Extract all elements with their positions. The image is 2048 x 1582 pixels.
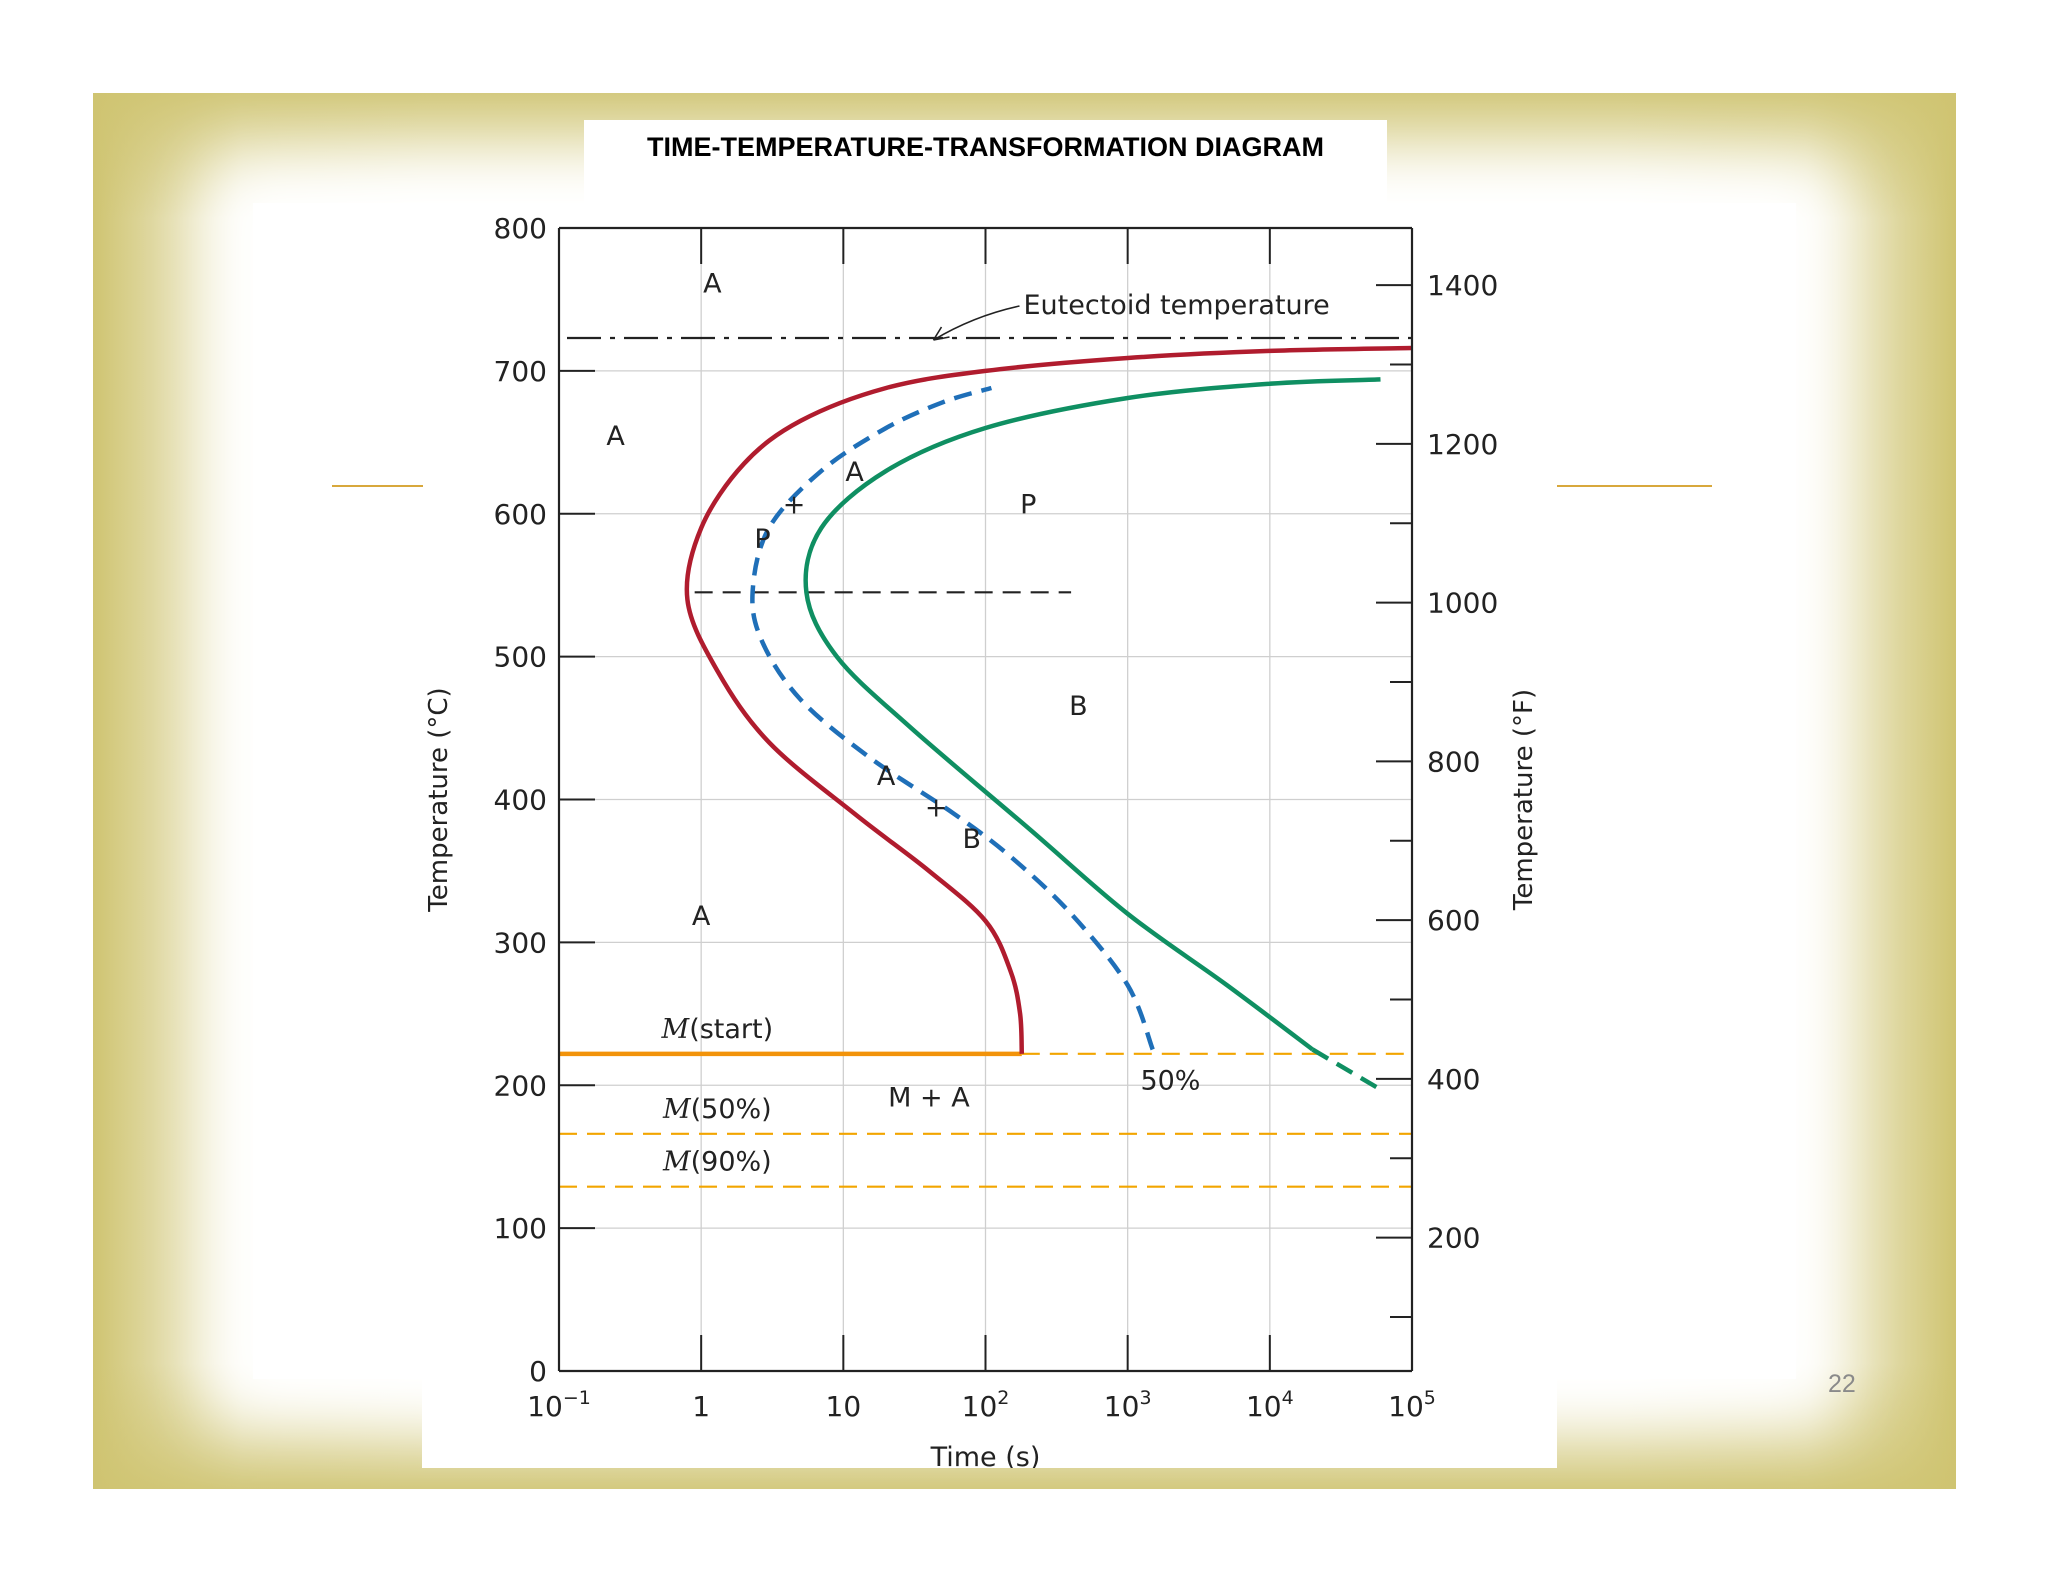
page-number: 22	[1828, 1370, 1856, 1398]
curve-completion-extrapolated	[1311, 1047, 1382, 1092]
y2-tick-label: 1200	[1427, 428, 1498, 461]
eutectoid-label: Eutectoid temperature	[1024, 290, 1330, 321]
axes	[557, 226, 1414, 1373]
y-axis-title: Temperature (°C)	[424, 687, 454, 912]
x-tick-label: 102	[962, 1387, 1010, 1423]
x-tick-label: 1	[692, 1390, 710, 1423]
y2-tick-label: 1000	[1427, 587, 1498, 620]
eutectoid-arrowhead	[932, 326, 950, 341]
y-tick-label: 0	[529, 1355, 547, 1388]
x-tick-label: 104	[1246, 1387, 1294, 1423]
left-decorative-line	[332, 485, 423, 487]
annotation-a-bainite-region: A	[877, 761, 896, 792]
y-tick-label: 200	[494, 1069, 547, 1102]
eutectoid-arrow	[933, 305, 1020, 341]
y-tick-label: 100	[494, 1212, 547, 1245]
y-tick-label: 800	[494, 212, 547, 245]
y2-tick-label: 800	[1427, 745, 1480, 778]
martensite-label-m-90: M(90%)	[662, 1147, 772, 1178]
curve-start	[684, 345, 1413, 1054]
annotation-a-left: A	[606, 421, 625, 452]
y-tick-label: 500	[494, 641, 547, 674]
annotation-fifty-percent: 50%	[1140, 1066, 1200, 1097]
y-tick-label: 600	[494, 498, 547, 531]
annotation-plus-pearlite: +	[783, 490, 806, 521]
x-tick-label: 103	[1104, 1387, 1152, 1423]
x-tick-label: 10	[826, 1390, 862, 1423]
chart-labels: 10−1 1 10 102 103 104 105 0 100 200 300 400 500 600 70…	[424, 212, 1539, 1468]
y-tick-label: 400	[494, 784, 547, 817]
annotation-m-plus-a: M + A	[888, 1083, 970, 1114]
y2-tick-label: 1400	[1427, 269, 1498, 302]
ttt-chart: 10−1 1 10 102 103 104 105 0 100 200 300 400 500 600 70…	[424, 212, 1539, 1468]
x-tick-label: 10−1	[527, 1387, 591, 1423]
y-tick-label: 700	[494, 355, 547, 388]
x-tick-label: 105	[1388, 1387, 1436, 1423]
grid	[559, 228, 1412, 1371]
annotation-a-lower: A	[692, 901, 711, 932]
reference-lines	[559, 336, 1412, 1188]
title-box: TIME-TEMPERATURE-TRANSFORMATION DIAGRAM	[584, 120, 1387, 212]
slide-title: TIME-TEMPERATURE-TRANSFORMATION DIAGRAM	[647, 132, 1324, 162]
x-axis-title: Time (s)	[930, 1442, 1041, 1468]
curve-fifty	[750, 385, 1155, 1051]
y2-tick-label: 200	[1427, 1222, 1480, 1255]
annotation-a-top: A	[703, 268, 722, 299]
right-decorative-line	[1557, 485, 1712, 487]
y2-axis-title: Temperature (°F)	[1509, 689, 1539, 911]
annotation-plus-bainite: +	[925, 793, 948, 824]
transformation-curves	[684, 345, 1413, 1092]
y-tick-label: 300	[494, 926, 547, 959]
martensite-label-m-start-solid: M(start)	[661, 1014, 774, 1045]
y2-tick-label: 600	[1427, 904, 1480, 937]
y2-tick-label: 400	[1427, 1063, 1480, 1096]
chart-panel: 10−1 1 10 102 103 104 105 0 100 200 300 400 500 600 70…	[422, 204, 1557, 1468]
martensite-label-m-50: M(50%)	[662, 1094, 772, 1125]
curve-completion	[803, 377, 1381, 1052]
annotation-p-small: P	[754, 524, 770, 555]
annotation-a-pearlite-region: A	[845, 457, 864, 488]
annotation-b-small: B	[962, 824, 981, 855]
annotation-b-region: B	[1069, 691, 1088, 722]
annotation-p-large: P	[1020, 490, 1036, 521]
